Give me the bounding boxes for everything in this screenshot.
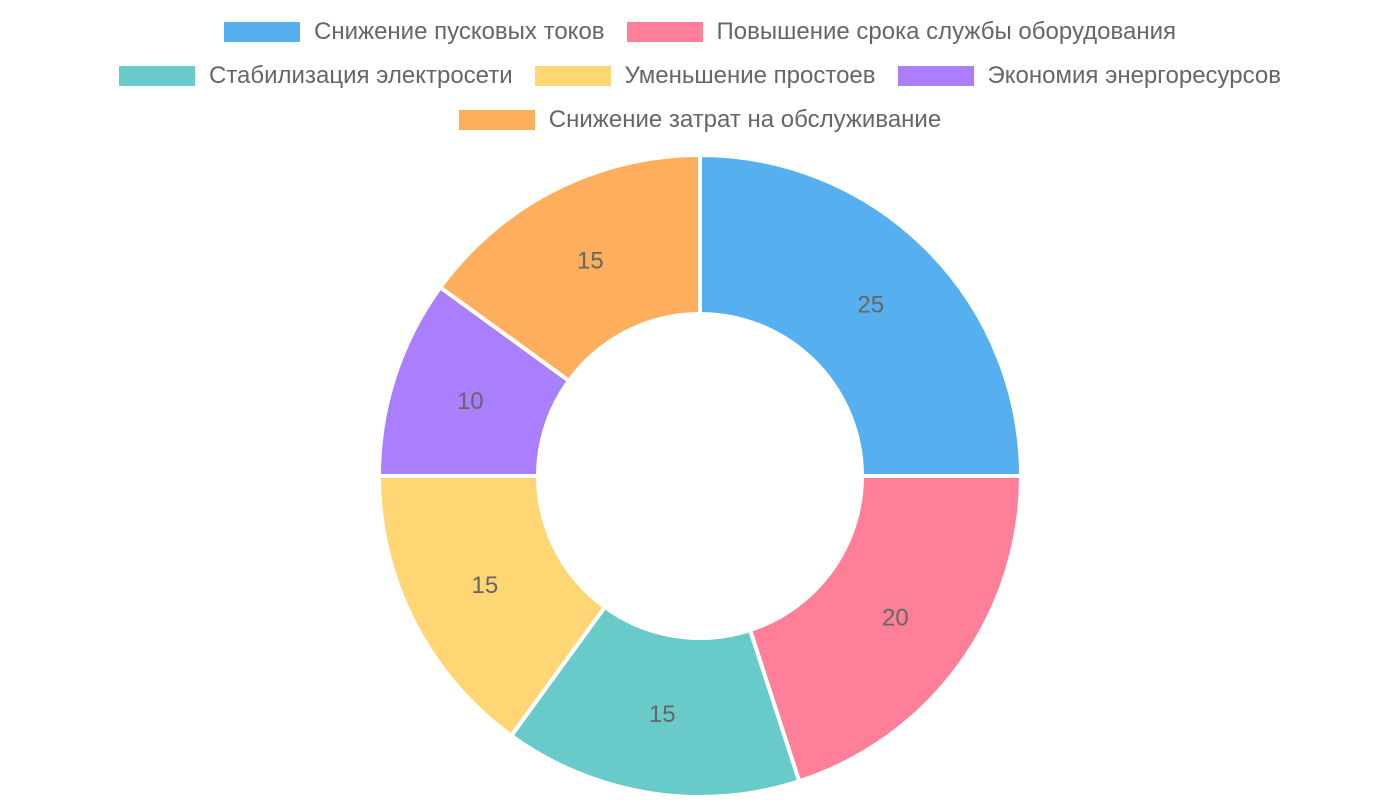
donut-slice-4[interactable]: [376, 474, 608, 739]
legend-item-reduce-inrush-current[interactable]: Снижение пусковых токов: [224, 18, 605, 46]
legend-label: Стабилизация электросети: [209, 62, 513, 89]
legend-item-maintenance-cost[interactable]: Снижение затрат на обслуживание: [458, 106, 942, 134]
donut-slice-2[interactable]: [747, 474, 1024, 784]
legend-row-3: Снижение затрат на обслуживание: [0, 106, 1400, 134]
legend-label: Повышение срока службы оборудования: [716, 18, 1176, 45]
slice-value-label: 15: [471, 572, 498, 599]
legend-item-equipment-lifetime[interactable]: Повышение срока службы оборудования: [626, 18, 1176, 46]
slice-value-label: 20: [882, 604, 909, 631]
legend-swatch: [119, 66, 195, 86]
slice-value-label: 25: [857, 292, 884, 319]
legend-label: Уменьшение простоев: [624, 62, 876, 89]
legend-label: Снижение пусковых токов: [314, 18, 605, 45]
legend-swatch: [224, 22, 301, 42]
donut-slice-3[interactable]: [508, 604, 802, 799]
legend-swatch: [626, 22, 703, 42]
legend-item-downtime-reduction[interactable]: Уменьшение простоев: [534, 62, 876, 90]
legend-item-energy-saving[interactable]: Экономия энергоресурсов: [897, 62, 1281, 90]
legend-row-1: Снижение пусковых токов Повышение срока …: [0, 18, 1400, 46]
donut-slice-6[interactable]: [437, 152, 702, 384]
legend-swatch: [458, 110, 535, 130]
legend-item-grid-stabilization[interactable]: Стабилизация электросети: [119, 62, 513, 90]
slice-value-label: 15: [649, 701, 676, 728]
legend-swatch: [897, 66, 974, 86]
legend-swatch: [534, 66, 611, 86]
slice-value-label: 15: [577, 247, 604, 274]
slice-value-label: 10: [457, 388, 484, 415]
legend-label: Снижение затрат на обслуживание: [548, 106, 942, 133]
legend-label: Экономия энергоресурсов: [987, 62, 1281, 89]
donut-slice-1[interactable]: [698, 152, 1024, 478]
legend-row-2: Стабилизация электросети Уменьшение прос…: [0, 62, 1400, 90]
